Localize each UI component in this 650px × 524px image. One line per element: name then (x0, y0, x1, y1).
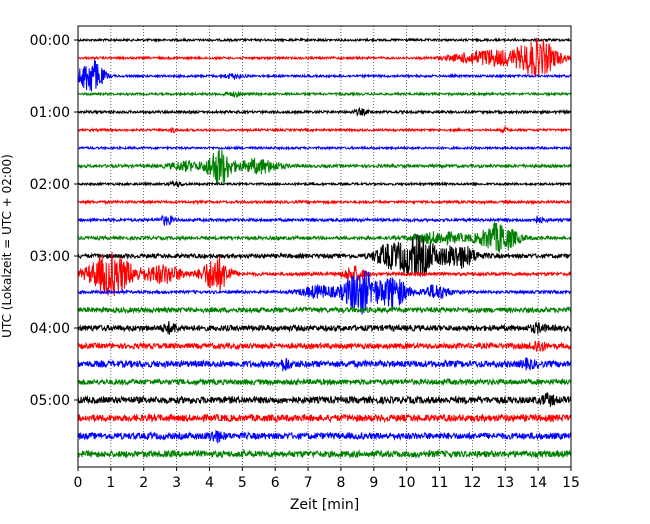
y-axis-label: UTC (Lokalzeit = UTC + 02:00) (0, 154, 14, 338)
trace-0245 (77, 221, 572, 254)
trace-0545 (77, 448, 572, 460)
y-tick-label: 00:00 (30, 33, 70, 49)
trace-0045 (77, 90, 572, 99)
x-tick-label: 14 (529, 475, 547, 491)
x-tick-label: 0 (74, 475, 83, 491)
trace-0215 (77, 198, 572, 206)
y-tick-label: 05:00 (30, 393, 70, 409)
trace-0445 (77, 377, 572, 387)
y-tick-label: 02:00 (30, 177, 70, 193)
x-tick-label: 15 (562, 475, 580, 491)
x-tick-label: 9 (369, 475, 378, 491)
trace-0415 (77, 340, 572, 352)
x-tick-label: 6 (271, 475, 280, 491)
x-tick-label: 5 (238, 475, 247, 491)
trace-group (77, 36, 572, 460)
trace-0500 (77, 392, 572, 407)
x-axis-label: Zeit [min] (290, 497, 359, 513)
x-tick-label: 4 (205, 475, 214, 491)
trace-0315 (77, 252, 572, 297)
x-tick-label: 12 (463, 475, 481, 491)
x-tick-label: 13 (496, 475, 514, 491)
trace-0300 (77, 234, 572, 277)
x-tick-label: 11 (431, 475, 449, 491)
trace-0530 (77, 429, 572, 444)
trace-0200 (77, 179, 572, 189)
plot-frame (77, 25, 572, 468)
trace-0345 (77, 305, 572, 315)
y-tick-label: 04:00 (30, 321, 70, 337)
trace-0515 (77, 413, 572, 424)
x-tick-label: 8 (336, 475, 345, 491)
trace-0030 (77, 59, 572, 92)
trace-0230 (77, 215, 572, 227)
y-tick-label: 01:00 (30, 105, 70, 121)
trace-0100 (77, 106, 572, 117)
x-tick-label: 1 (106, 475, 115, 491)
x-axis: 0 1 2 3 4 5 6 7 8 9 10 11 12 13 14 15 (74, 467, 580, 491)
trace-0130 (77, 145, 572, 152)
trace-0145 (77, 148, 572, 186)
x-tick-label: 10 (398, 475, 416, 491)
trace-0430 (77, 357, 572, 372)
trace-0400 (77, 321, 572, 335)
trace-0330 (77, 270, 572, 315)
trace-0000 (77, 36, 572, 43)
y-axis: 00:00 01:00 02:00 03:00 04:00 05:00 (30, 33, 78, 409)
x-tick-label: 7 (304, 475, 313, 491)
x-tick-label: 2 (139, 475, 148, 491)
trace-0115 (77, 125, 572, 134)
y-tick-label: 03:00 (30, 249, 70, 265)
x-tick-label: 3 (172, 475, 181, 491)
trace-0015 (77, 38, 572, 78)
